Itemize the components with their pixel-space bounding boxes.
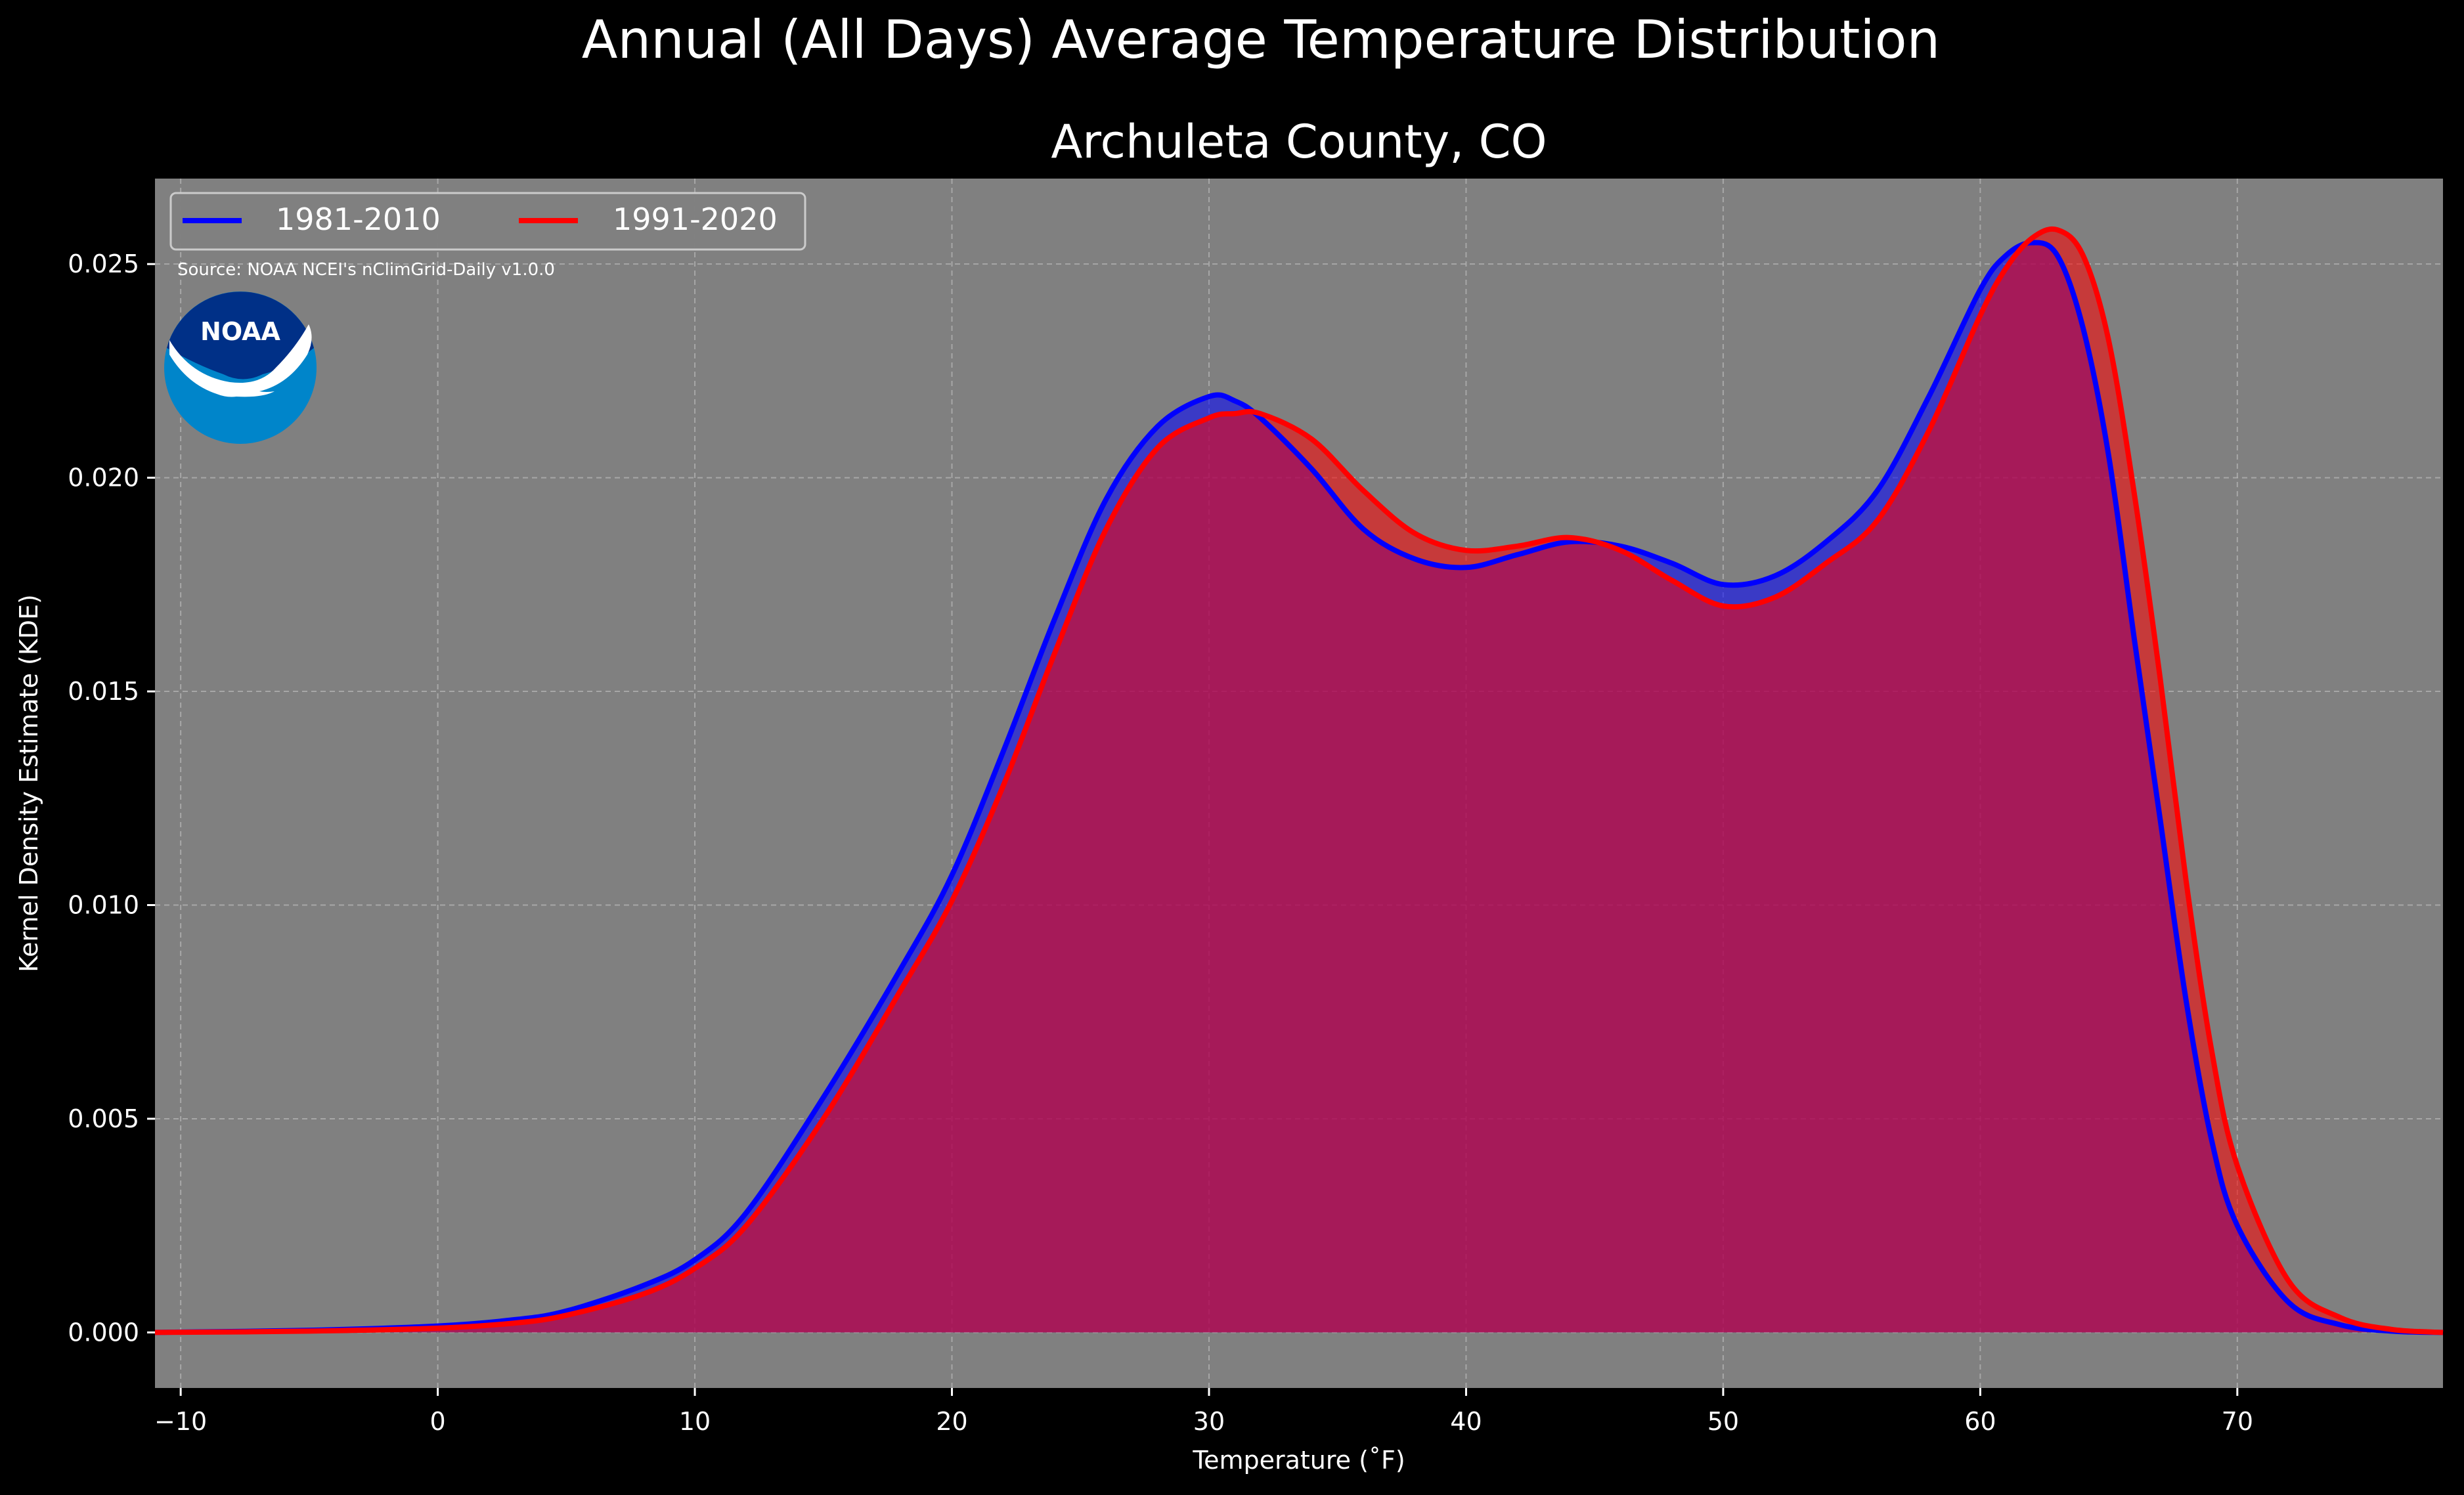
x-tick-label: 0: [430, 1407, 446, 1436]
y-tick-label: 0.010: [68, 891, 139, 920]
noaa-logo-gull: [169, 324, 312, 397]
chart-title: Archuleta County, CO: [1051, 115, 1547, 169]
x-tick-label: 20: [936, 1407, 967, 1436]
y-tick-label: 0.025: [68, 249, 139, 278]
x-tick-label: −10: [154, 1407, 207, 1436]
x-tick-label: 60: [1964, 1407, 1996, 1436]
x-tick-label: 10: [679, 1407, 711, 1436]
legend: 1981-2010 1991-2020: [169, 192, 806, 251]
legend-label-1991-2020: 1991-2020: [613, 202, 778, 237]
x-axis-label: Temperature (˚F): [1192, 1446, 1405, 1475]
y-axis-ticks: 0.000 0.005 0.010 0.015 0.020 0.025: [68, 249, 155, 1347]
x-tick-label: 30: [1193, 1407, 1225, 1436]
x-tick-label: 50: [1707, 1407, 1739, 1436]
y-axis-label: Kernel Density Estimate (KDE): [14, 594, 43, 972]
y-tick-label: 0.015: [68, 677, 139, 706]
legend-label-1981-2010: 1981-2010: [276, 202, 441, 237]
x-tick-label: 40: [1450, 1407, 1482, 1436]
density-lines: [154, 226, 2444, 1335]
source-note: Source: NOAA NCEI's nClimGrid-Daily v1.0…: [177, 260, 555, 280]
x-tick-label: 70: [2222, 1407, 2253, 1436]
y-tick-label: 0.005: [68, 1104, 139, 1133]
noaa-logo-text: NOAA: [200, 317, 280, 346]
x-axis-ticks: −10 0 10 20 30 40 50 60 70: [154, 1388, 2253, 1436]
line-1981-2010: [154, 240, 2444, 1335]
area-1991-2020: [155, 228, 2443, 1333]
line-1991-2020: [154, 226, 2444, 1335]
noaa-logo: NOAA: [164, 292, 317, 444]
noaa-logo-top: [167, 292, 314, 379]
density-areas: [155, 228, 2443, 1333]
y-tick-label: 0.020: [68, 464, 139, 492]
y-tick-label: 0.000: [68, 1318, 139, 1347]
figure-suptitle: Annual (All Days) Average Temperature Di…: [582, 9, 1940, 70]
legend-frame: [169, 192, 806, 251]
